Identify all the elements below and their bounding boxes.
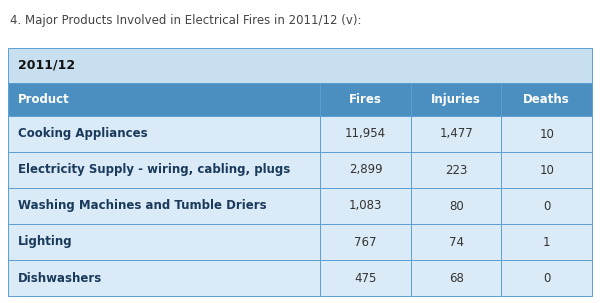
Bar	[411, 188, 502, 224]
Text: 1,083: 1,083	[349, 199, 382, 212]
Bar	[8, 152, 320, 188]
Bar	[320, 116, 411, 152]
Text: Lighting: Lighting	[18, 235, 73, 248]
Text: 2,899: 2,899	[349, 164, 383, 177]
Text: 223: 223	[445, 164, 467, 177]
Bar	[502, 152, 592, 188]
Bar	[8, 48, 592, 83]
Bar	[8, 260, 320, 296]
Text: Washing Machines and Tumble Driers: Washing Machines and Tumble Driers	[18, 199, 266, 212]
Text: 767: 767	[355, 235, 377, 248]
Text: 74: 74	[449, 235, 464, 248]
Text: Fires: Fires	[349, 93, 382, 106]
Bar	[502, 260, 592, 296]
Bar	[320, 260, 411, 296]
Bar	[411, 116, 502, 152]
Text: 0: 0	[543, 271, 550, 285]
Bar	[502, 188, 592, 224]
Bar	[8, 224, 320, 260]
Bar	[411, 152, 502, 188]
Text: Injuries: Injuries	[431, 93, 481, 106]
Text: 0: 0	[543, 199, 550, 212]
Bar	[320, 188, 411, 224]
Bar	[320, 152, 411, 188]
Text: 11,954: 11,954	[345, 128, 386, 141]
Text: Deaths: Deaths	[523, 93, 570, 106]
Text: 2011/12: 2011/12	[18, 59, 75, 72]
Bar	[411, 224, 502, 260]
Text: Dishwashers: Dishwashers	[18, 271, 102, 285]
Bar	[8, 116, 320, 152]
Bar	[411, 83, 502, 116]
Text: 4. Major Products Involved in Electrical Fires in 2011/12 (v):: 4. Major Products Involved in Electrical…	[10, 14, 361, 27]
Text: 10: 10	[539, 128, 554, 141]
Text: 80: 80	[449, 199, 464, 212]
Bar	[8, 188, 320, 224]
Bar	[320, 224, 411, 260]
Bar	[502, 224, 592, 260]
Bar	[502, 83, 592, 116]
Text: Electricity Supply - wiring, cabling, plugs: Electricity Supply - wiring, cabling, pl…	[18, 164, 290, 177]
Bar	[8, 83, 320, 116]
Text: 1,477: 1,477	[439, 128, 473, 141]
Bar	[320, 83, 411, 116]
Text: Cooking Appliances: Cooking Appliances	[18, 128, 148, 141]
Text: 1: 1	[543, 235, 550, 248]
Text: 475: 475	[355, 271, 377, 285]
Bar	[502, 116, 592, 152]
Text: 10: 10	[539, 164, 554, 177]
Text: 68: 68	[449, 271, 464, 285]
Text: Product: Product	[18, 93, 70, 106]
Bar	[411, 260, 502, 296]
